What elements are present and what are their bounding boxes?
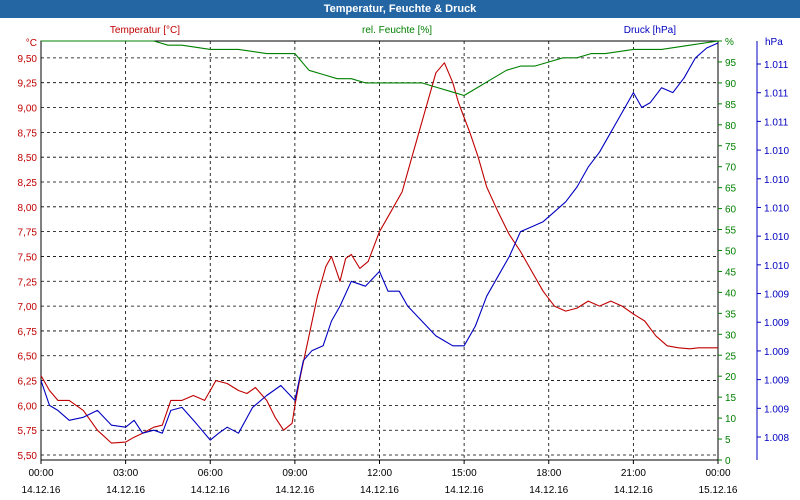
- pressure-tick-label: 1.009: [764, 318, 789, 329]
- temperature-tick-label: 7,75: [18, 228, 38, 239]
- series-line-temperature: [40, 62, 718, 444]
- humidity-tick-label: 90: [725, 79, 737, 90]
- temperature-tick-label: 5,50: [18, 451, 38, 462]
- x-tick-date-label: 14.12.16: [445, 485, 484, 496]
- pressure-tick-label: 1.010: [764, 232, 789, 243]
- humidity-tick-label: 30: [725, 330, 737, 341]
- pressure-tick-label: 1.008: [764, 433, 789, 444]
- humidity-tick-label: 65: [725, 184, 737, 195]
- chart-svg: 9,50 9,25 9,00 8,75 8,50 8,25 8,00 7,75 7,50 7,25…: [18, 25, 790, 496]
- humidity-tick-label: 45: [725, 267, 737, 278]
- pressure-tick-label: 1.009: [764, 404, 789, 415]
- x-tick-date-label: 14.12.16: [22, 485, 61, 496]
- pressure-tick-label: 1.010: [764, 203, 789, 214]
- humidity-tick-label: 80: [725, 121, 737, 132]
- x-tick-time-label: 21:00: [621, 468, 646, 479]
- pressure-tick-label: 1.011: [764, 117, 789, 128]
- legend-pressure: Druck [hPa]: [624, 25, 676, 36]
- humidity-tick-label: 40: [725, 288, 737, 299]
- x-tick-time-label: 18:00: [536, 468, 561, 479]
- pressure-tick-label: 1.010: [764, 175, 789, 186]
- pressure-tick-label: 1.011: [764, 60, 789, 71]
- humidity-tick-label: 10: [725, 414, 737, 425]
- x-tick-time-label: 00:00: [705, 468, 730, 479]
- temperature-tick-label: 9,25: [18, 79, 38, 90]
- x-tick-time-label: 03:00: [113, 468, 138, 479]
- humidity-tick-label: 70: [725, 163, 737, 174]
- humidity-tick-label: 35: [725, 309, 737, 320]
- temperature-tick-label: 8,00: [18, 203, 38, 214]
- x-tick-date-label: 14.12.16: [275, 485, 314, 496]
- series-line-pressure: [40, 42, 719, 441]
- temperature-tick-label: 6,25: [18, 377, 38, 388]
- chart-title: Temperatur, Feuchte & Druck: [0, 0, 800, 18]
- humidity-tick-label: 60: [725, 205, 737, 216]
- humidity-tick-label: 5: [725, 435, 731, 446]
- humidity-tick-label: 95: [725, 58, 737, 69]
- x-tick-date-label: 15.12.16: [699, 485, 738, 496]
- humidity-tick-label: 85: [725, 100, 737, 111]
- x-tick-time-label: 12:00: [367, 468, 392, 479]
- temperature-tick-label: 8,50: [18, 153, 38, 164]
- x-tick-time-label: 09:00: [282, 468, 307, 479]
- temperature-tick-label: 6,50: [18, 352, 38, 363]
- pressure-tick-label: 1.010: [764, 146, 789, 157]
- x-tick-date-label: 14.12.16: [529, 485, 568, 496]
- temperature-tick-label: 9,50: [18, 54, 38, 65]
- x-tick-date-label: 14.12.16: [191, 485, 230, 496]
- series-line-humidity: [41, 40, 719, 97]
- pressure-tick-label: 1.009: [764, 376, 789, 387]
- humidity-tick-label: 75: [725, 142, 737, 153]
- legend-temperature: Temperatur [°C]: [110, 25, 180, 36]
- x-tick-time-label: 00:00: [28, 468, 53, 479]
- temperature-tick-label: 7,25: [18, 277, 38, 288]
- humidity-tick-label: 55: [725, 226, 737, 237]
- x-tick-date-label: 14.12.16: [106, 485, 145, 496]
- temperature-tick-label: 6,00: [18, 401, 38, 412]
- temperature-tick-label: 8,75: [18, 128, 38, 139]
- pressure-tick-label: 1.009: [764, 290, 789, 301]
- humidity-tick-label: 25: [725, 351, 737, 362]
- humidity-tick-label: 50: [725, 247, 737, 258]
- x-tick-time-label: 15:00: [452, 468, 477, 479]
- pressure-tick-label: 1.011: [764, 89, 789, 100]
- pressure-tick-label: 1.010: [764, 261, 789, 272]
- x-tick-date-label: 14.12.16: [360, 485, 399, 496]
- humidity-tick-label: 0: [725, 456, 731, 467]
- pressure-tick-label: 1.009: [764, 347, 789, 358]
- temperature-tick-label: 8,25: [18, 178, 38, 189]
- pressure-unit-label: hPa: [765, 37, 783, 48]
- humidity-tick-label: 15: [725, 393, 737, 404]
- legend-humidity: rel. Feuchte [%]: [362, 25, 432, 36]
- temperature-unit-label: °C: [26, 38, 37, 49]
- temperature-tick-label: 6,75: [18, 327, 38, 338]
- temperature-tick-label: 5,75: [18, 426, 38, 437]
- x-tick-time-label: 06:00: [198, 468, 223, 479]
- humidity-tick-label: %: [725, 37, 734, 48]
- humidity-tick-label: 20: [725, 372, 737, 383]
- temperature-tick-label: 7,50: [18, 252, 38, 263]
- temperature-tick-label: 9,00: [18, 104, 38, 115]
- x-tick-date-label: 14.12.16: [614, 485, 653, 496]
- temperature-tick-label: 7,00: [18, 302, 38, 313]
